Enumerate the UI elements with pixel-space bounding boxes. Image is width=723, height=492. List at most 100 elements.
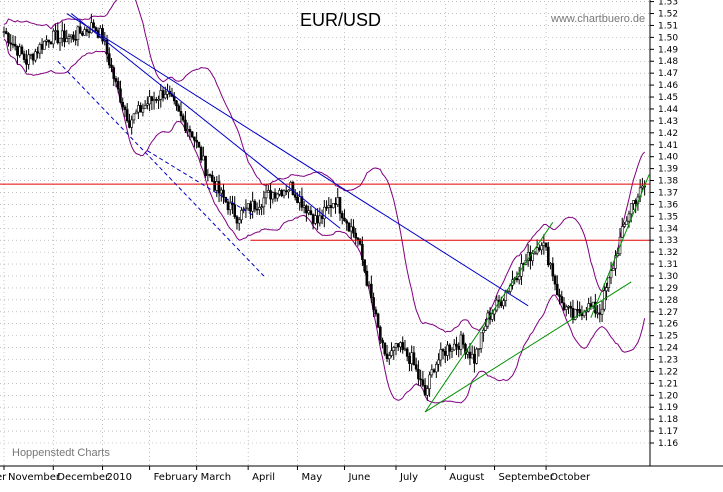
candle-body	[629, 203, 633, 215]
candle-body	[20, 46, 24, 55]
trendline	[66, 13, 529, 307]
y-tick-label: 1.30	[658, 272, 678, 282]
x-month-label: November	[8, 472, 61, 483]
y-tick-label: 1.33	[658, 236, 678, 246]
candle-body	[423, 384, 427, 396]
candle-body	[284, 190, 288, 193]
candle-body	[311, 214, 315, 224]
candle-body	[204, 155, 207, 176]
candle-body	[466, 351, 469, 355]
candle-body	[419, 378, 422, 381]
candle-body	[421, 379, 425, 386]
candle-body	[188, 129, 192, 133]
candle-body	[316, 215, 319, 224]
candlesticks	[2, 13, 646, 401]
candle-body	[81, 33, 84, 36]
trendline	[70, 13, 341, 229]
candle-body	[49, 41, 53, 45]
candle-body	[576, 309, 579, 311]
candle-body	[262, 197, 266, 208]
y-tick-label: 1.31	[658, 260, 678, 270]
candle-body	[258, 207, 261, 210]
candle-body	[4, 31, 8, 34]
candle-body	[531, 253, 534, 262]
candle-body	[589, 303, 593, 307]
candle-body	[535, 247, 539, 254]
candle-body	[166, 90, 169, 95]
candle-body	[468, 351, 472, 359]
candle-body	[56, 30, 60, 44]
candle-body	[435, 364, 438, 373]
y-tick-label: 1.36	[658, 200, 678, 210]
candle-body	[246, 203, 250, 209]
candle-body	[461, 334, 465, 345]
candle-body	[161, 90, 165, 99]
candle-body	[632, 200, 635, 204]
candle-body	[190, 131, 194, 138]
candle-body	[305, 205, 308, 214]
candle-body	[443, 350, 447, 356]
candle-body	[253, 200, 257, 210]
provider-watermark: Hoppenstedt Charts	[12, 447, 110, 459]
candle-body	[9, 42, 13, 45]
candle-body	[611, 268, 615, 271]
candle-body	[293, 194, 297, 198]
candle-body	[585, 310, 588, 313]
x-month-label: May	[301, 472, 322, 483]
candle-body	[553, 275, 557, 285]
y-tick-label: 1.49	[658, 45, 678, 55]
candle-body	[197, 141, 201, 148]
upper-band	[3, 0, 646, 333]
candle-body	[260, 206, 263, 209]
x-month-label: 2010	[107, 472, 132, 483]
candle-body	[215, 181, 219, 191]
candle-body	[202, 155, 205, 161]
candle-body	[428, 374, 431, 389]
candle-body	[193, 136, 196, 141]
candle-body	[123, 106, 127, 110]
candle-body	[412, 352, 416, 365]
candle-body	[36, 51, 39, 54]
candle-body	[90, 22, 93, 34]
x-month-label: er	[0, 472, 7, 483]
candle-body	[181, 115, 185, 121]
candle-body	[437, 359, 440, 365]
candle-body	[370, 283, 373, 298]
candle-body	[403, 348, 407, 351]
candle-body	[414, 364, 418, 370]
candle-body	[175, 100, 178, 107]
candle-body	[121, 101, 125, 108]
x-month-label: February	[154, 472, 198, 483]
candle-body	[119, 88, 122, 103]
candle-body	[491, 313, 494, 320]
candle-body	[269, 190, 272, 200]
candle-body	[338, 197, 342, 214]
source-watermark: www.chartbuero.de	[550, 13, 645, 25]
candle-body	[25, 59, 28, 65]
candle-body	[101, 27, 104, 42]
y-tick-label: 1.51	[658, 21, 678, 31]
chart-title: EUR/USD	[300, 10, 381, 30]
candle-body	[551, 263, 555, 277]
candle-body	[267, 190, 270, 193]
y-tick-label: 1.39	[658, 165, 678, 175]
candle-body	[206, 174, 210, 176]
candle-body	[287, 189, 290, 193]
y-tick-label: 1.20	[658, 391, 678, 401]
y-tick-label: 1.37	[658, 188, 678, 198]
candle-body	[455, 343, 458, 347]
candle-body	[72, 34, 75, 40]
y-tick-label: 1.34	[658, 224, 678, 234]
candle-body	[85, 29, 89, 32]
candle-body	[502, 300, 505, 307]
y-tick-label: 1.38	[658, 177, 678, 187]
candle-body	[58, 37, 62, 44]
candle-body	[146, 103, 149, 106]
candle-body	[16, 45, 19, 56]
candle-body	[152, 99, 156, 102]
x-month-label: August	[449, 472, 484, 483]
candle-body	[130, 119, 133, 128]
candle-body	[141, 108, 145, 113]
y-tick-label: 1.24	[658, 344, 678, 354]
